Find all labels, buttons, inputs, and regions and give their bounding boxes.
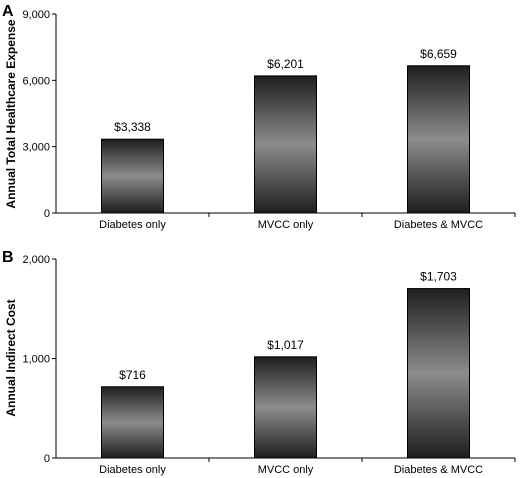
- panel-a-y-tick-label: 6,000: [22, 75, 50, 87]
- panel-b-letter: B: [2, 249, 14, 266]
- panel-a: A Annual Total Healthcare Expense 0 3,000…: [2, 3, 516, 231]
- panel-a-y-tick-label: 9,000: [22, 9, 50, 21]
- panel-a-category-label: Diabetes only: [99, 219, 166, 231]
- panel-b-y-tick-label: 1,000: [22, 354, 50, 366]
- panel-a-plot: 0 3,000 6,000 9,000 $3,338 Diabetes only $6,20…: [22, 9, 516, 231]
- panel-a-letter: A: [2, 3, 14, 20]
- panel-b-bar: [407, 288, 470, 459]
- panel-b-data-label: $716: [119, 368, 146, 382]
- panel-b: B Annual Indirect Cost 0 1,000 2,000 $716 Di…: [2, 249, 516, 476]
- panel-b-plot: 0 1,000 2,000 $716 Diabetes only $1,017 MVCC o…: [22, 254, 516, 476]
- panel-a-y-tick-label: 0: [44, 208, 50, 220]
- panel-b-category-label: Diabetes only: [99, 464, 166, 476]
- panel-a-y-tick-label: 3,000: [22, 142, 50, 154]
- panel-b-category-label: MVCC only: [258, 464, 314, 476]
- panel-a-category-label: Diabetes & MVCC: [394, 219, 483, 231]
- panel-b-y-tick-label: 2,000: [22, 254, 50, 266]
- panel-a-data-label: $3,338: [114, 120, 151, 134]
- panel-a-bar: [101, 138, 164, 214]
- panel-a-bar: [407, 65, 470, 214]
- panel-a-bar: [254, 75, 317, 214]
- panel-b-data-label: $1,703: [420, 270, 457, 284]
- panel-a-category-label: MVCC only: [258, 219, 314, 231]
- panel-a-y-axis-label: Annual Total Healthcare Expense: [4, 19, 18, 208]
- panel-b-y-tick-label: 0: [44, 453, 50, 465]
- panel-b-bar: [101, 386, 164, 459]
- panel-b-category-label: Diabetes & MVCC: [394, 464, 483, 476]
- panel-a-data-label: $6,659: [420, 47, 457, 61]
- panel-b-bar: [254, 356, 317, 459]
- panel-b-y-axis-label: Annual Indirect Cost: [4, 299, 18, 416]
- panel-b-data-label: $1,017: [267, 338, 304, 352]
- panel-a-data-label: $6,201: [267, 57, 304, 71]
